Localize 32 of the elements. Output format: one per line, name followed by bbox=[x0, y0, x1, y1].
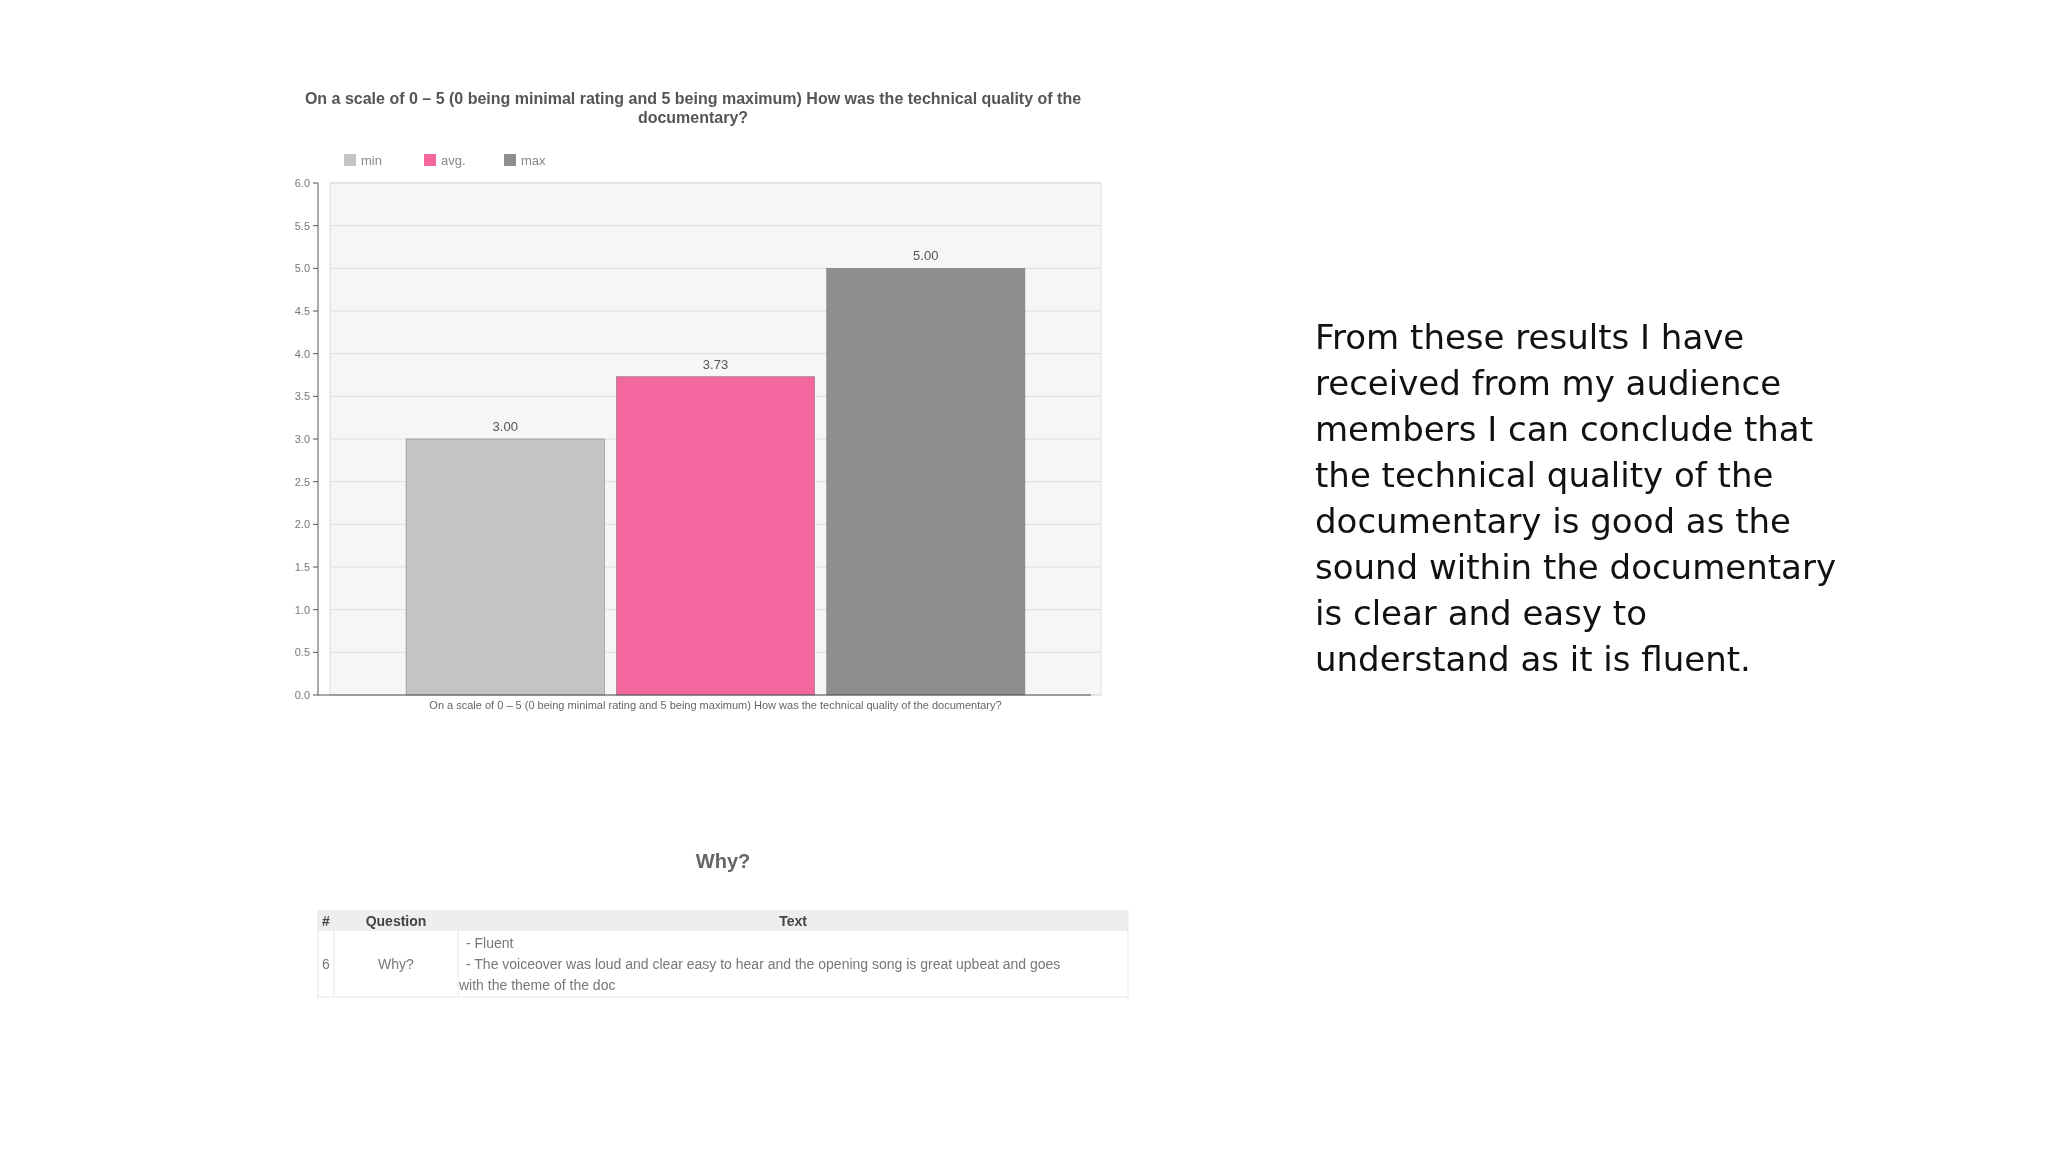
y-tick-label: 3.0 bbox=[294, 433, 310, 445]
y-tick-label: 5.5 bbox=[294, 219, 310, 232]
bar bbox=[826, 268, 1026, 696]
text: 5.00 bbox=[913, 248, 939, 264]
text: 3.00 bbox=[492, 419, 518, 434]
text: - Fluent bbox=[466, 935, 514, 951]
text: Question bbox=[365, 913, 427, 929]
text: From these results I have received from my audience members I can conclude that the technical quality of the documentary is good as the sound within the documentary is clear and easy to understand as it is fluent. bbox=[1315, 317, 1837, 679]
text: 6 bbox=[322, 956, 331, 972]
text: Text bbox=[779, 913, 808, 929]
legend-label: avg. bbox=[441, 153, 466, 168]
y-tick-label: 2.0 bbox=[294, 518, 310, 531]
y-tick-label: 4.0 bbox=[294, 347, 310, 360]
y-tick-label: 3.5 bbox=[294, 390, 310, 403]
bar bbox=[405, 438, 605, 696]
y-tick-label: 2.5 bbox=[294, 475, 310, 488]
chart-title: On a scale of 0 – 5 (0 being minimal rating and 5 being maximum) How was the technical quality of the documentary? bbox=[304, 90, 1082, 126]
text: # bbox=[322, 913, 331, 929]
text: - The voiceover was loud and clear easy to hear and the opening song is great upbeat and goes with the theme of the doc bbox=[458, 956, 1061, 993]
y-tick-label: 1.0 bbox=[294, 603, 310, 616]
legend-label: max bbox=[521, 153, 547, 168]
y-tick-label: 0.5 bbox=[294, 646, 310, 659]
text: Why? bbox=[695, 850, 751, 872]
text: 3.73 bbox=[702, 356, 729, 372]
bar bbox=[616, 376, 815, 696]
y-tick-label: 4.5 bbox=[294, 305, 310, 317]
y-tick-label: 6.0 bbox=[294, 177, 310, 189]
y-tick-label: 0.0 bbox=[294, 689, 310, 701]
y-tick-label: 1.5 bbox=[294, 561, 310, 573]
legend-label: min bbox=[361, 153, 382, 168]
y-tick-label: 5.0 bbox=[294, 262, 310, 275]
text: Why? bbox=[378, 956, 415, 972]
